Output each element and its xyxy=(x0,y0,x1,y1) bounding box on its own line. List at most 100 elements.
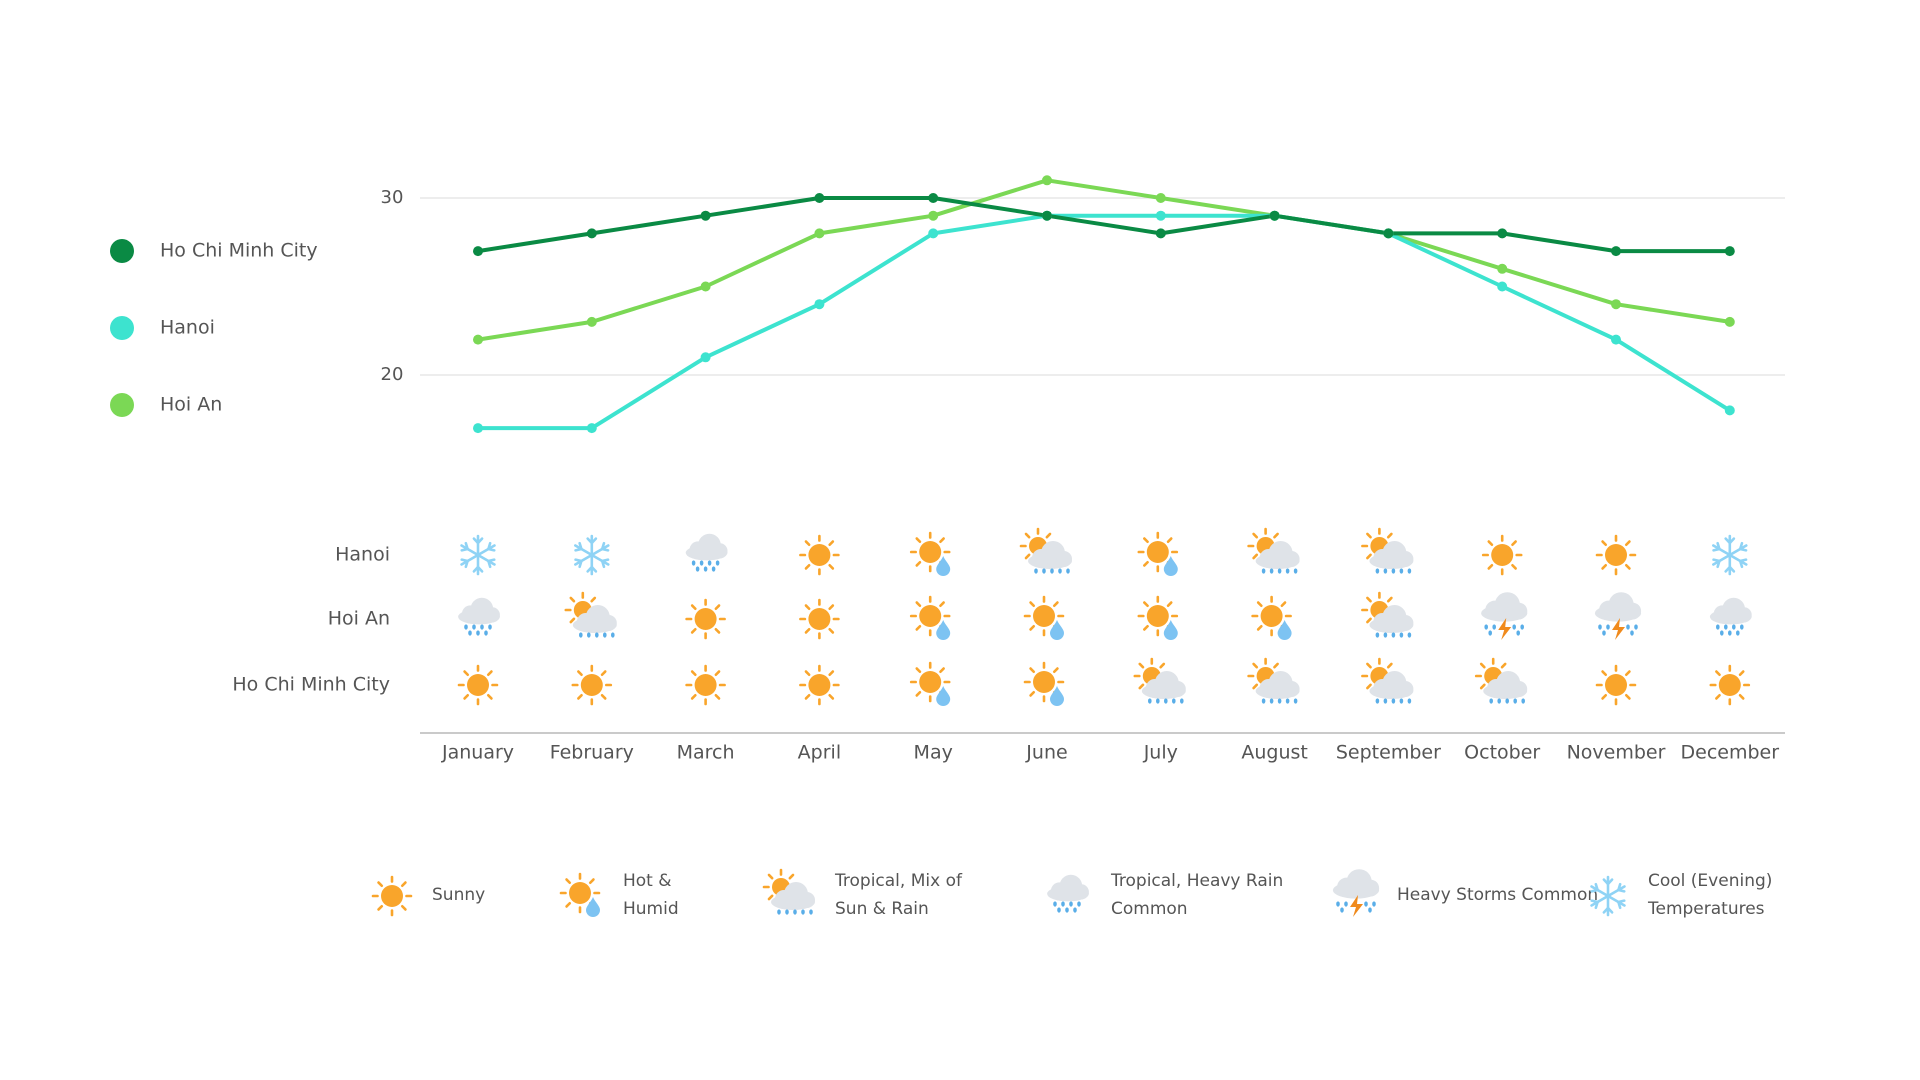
weather-legend-label: Sun & Rain xyxy=(835,899,929,919)
data-point xyxy=(1042,175,1052,186)
x-tick-label: April xyxy=(798,742,841,764)
legend-label: Ho Chi Minh City xyxy=(160,240,318,262)
sun-icon xyxy=(571,664,613,706)
cloud-lightning-icon xyxy=(1481,592,1528,640)
sun-cloud-rain-icon xyxy=(762,868,815,915)
x-tick-label: August xyxy=(1241,742,1308,764)
weather-row-label: Hanoi xyxy=(335,544,390,566)
data-point xyxy=(814,299,825,310)
data-point xyxy=(586,316,597,327)
weather-legend-item: Tropical, Heavy Rain Common xyxy=(1047,871,1283,919)
weather-legend: Sunny Hot & Humid Tropical, Mix of Sun & Rai… xyxy=(371,868,1772,919)
data-point xyxy=(1724,405,1735,416)
data-point xyxy=(1497,263,1508,274)
data-point xyxy=(1724,316,1735,327)
data-point xyxy=(814,228,825,239)
sun-droplet-icon xyxy=(1023,661,1065,706)
sun-cloud-rain-icon xyxy=(1019,527,1072,574)
data-point xyxy=(928,228,939,239)
legend-marker xyxy=(110,239,134,263)
data-point xyxy=(1611,334,1621,345)
sun-icon xyxy=(1595,664,1637,706)
x-axis: January February March April May June July Augu… xyxy=(420,732,1785,764)
sun-icon xyxy=(1481,534,1523,576)
data-point xyxy=(586,228,597,239)
weather-legend-label: Common xyxy=(1111,899,1188,919)
data-point xyxy=(700,352,711,363)
sun-droplet-icon xyxy=(909,595,951,640)
data-point xyxy=(473,334,483,345)
data-point xyxy=(1042,210,1052,221)
weather-legend-label: Temperatures xyxy=(1647,899,1765,919)
sun-icon xyxy=(371,875,413,917)
sun-cloud-rain-icon xyxy=(1247,527,1300,574)
x-tick-label: November xyxy=(1567,742,1666,764)
snowflake-icon xyxy=(1590,875,1626,917)
x-tick-label: September xyxy=(1336,742,1441,764)
x-tick-label: October xyxy=(1464,742,1540,764)
legend-marker xyxy=(110,316,134,340)
data-point xyxy=(1155,228,1166,239)
sun-cloud-rain-icon xyxy=(1361,657,1414,704)
sun-cloud-rain-icon xyxy=(1361,591,1414,638)
series-legend: Ho Chi Minh City Hanoi Hoi An xyxy=(110,239,318,417)
grid-lines xyxy=(420,197,1785,376)
data-point xyxy=(1155,210,1166,221)
weather-row-label: Ho Chi Minh City xyxy=(232,674,390,696)
data-point xyxy=(586,423,597,434)
snowflake-icon xyxy=(574,534,610,576)
series-line xyxy=(476,196,1732,254)
weather-icon-grid: Hanoi Hoi An Ho Chi Minh City xyxy=(232,527,1752,706)
cloud-rain-icon xyxy=(458,597,500,636)
sun-icon xyxy=(457,664,499,706)
sun-droplet-icon xyxy=(1251,595,1292,640)
weather-legend-label: Cool (Evening) xyxy=(1648,871,1772,891)
sun-droplet-icon xyxy=(1137,531,1179,577)
data-point xyxy=(1497,281,1508,292)
sun-droplet-icon xyxy=(1023,595,1065,640)
weather-legend-label: Tropical, Mix of xyxy=(834,871,963,891)
x-tick-label: July xyxy=(1143,742,1178,764)
sun-icon xyxy=(799,598,840,640)
weather-legend-item: Cool (Evening) Temperatures xyxy=(1590,871,1772,919)
data-point xyxy=(1611,299,1621,310)
snowflake-icon xyxy=(1712,534,1748,576)
x-tick-label: February xyxy=(550,742,634,764)
x-tick-label: May xyxy=(914,742,953,764)
data-point xyxy=(1611,246,1621,257)
x-tick-label: March xyxy=(677,742,735,764)
data-point xyxy=(1383,228,1394,239)
y-tick-label: 20 xyxy=(381,364,404,385)
data-point xyxy=(473,246,483,257)
legend-marker xyxy=(110,393,134,417)
data-point xyxy=(1155,193,1166,203)
series-points xyxy=(473,175,1735,434)
data-point xyxy=(700,210,711,221)
data-point xyxy=(928,193,939,203)
sun-icon xyxy=(685,664,726,706)
data-point xyxy=(1269,210,1280,221)
cloud-lightning-icon xyxy=(1594,592,1642,640)
sun-cloud-rain-icon xyxy=(564,591,617,638)
weather-legend-label: Tropical, Heavy Rain xyxy=(1110,871,1283,891)
sun-cloud-rain-icon xyxy=(1474,657,1528,704)
data-point xyxy=(928,210,939,221)
y-tick-label: 30 xyxy=(381,187,404,208)
series-line xyxy=(476,213,1732,431)
cloud-rain-icon xyxy=(1047,874,1089,913)
sun-cloud-rain-icon xyxy=(1361,527,1414,574)
series-lines xyxy=(476,178,1732,431)
weather-legend-label: Heavy Storms Common xyxy=(1397,885,1598,905)
weather-legend-label: Sunny xyxy=(432,885,485,905)
weather-legend-label: Hot & xyxy=(623,871,672,891)
weather-legend-item: Heavy Storms Common xyxy=(1332,869,1598,917)
sun-droplet-icon xyxy=(909,531,951,577)
cloud-rain-icon xyxy=(685,533,728,572)
sun-droplet-icon xyxy=(909,661,951,706)
weather-row-label: Hoi An xyxy=(328,608,390,630)
weather-legend-item: Tropical, Mix of Sun & Rain xyxy=(762,868,963,919)
snowflake-icon xyxy=(460,534,496,576)
weather-legend-label: Humid xyxy=(623,899,679,919)
